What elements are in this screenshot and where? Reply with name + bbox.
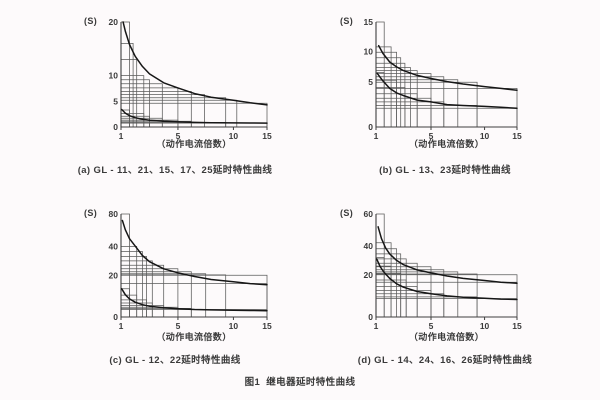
chart-b-step-lines <box>376 21 518 127</box>
figure-caption: 图1 继电器延时特性曲线 <box>244 377 356 388</box>
x-tick-label: 5 <box>176 131 181 141</box>
chart-a-y-unit-label: (S) <box>84 16 98 26</box>
chart-b-x-axis-label: （动作电流倍数） <box>408 139 485 149</box>
chart-d-y-unit-label: (S) <box>340 208 354 218</box>
y-tick-label: 0 <box>368 122 373 132</box>
x-tick-label: 5 <box>429 321 434 331</box>
y-tick-label: 80 <box>109 209 119 219</box>
chart-c-y-unit-label: (S) <box>84 208 98 218</box>
x-tick-label: 1 <box>119 131 124 141</box>
x-tick-label: 10 <box>229 131 239 141</box>
x-tick-label: 5 <box>176 321 181 331</box>
x-tick-label: 15 <box>262 321 272 331</box>
chart-c-lower-limit-curve <box>120 288 268 312</box>
x-tick-label: 15 <box>512 321 522 331</box>
chart-d-x-axis-label: （动作电流倍数） <box>408 332 485 342</box>
chart-a-axes <box>120 22 267 128</box>
chart-c-x-axis-label: （动作电流倍数） <box>156 332 232 342</box>
chart-d-lower-limit-curve <box>375 258 518 301</box>
x-tick-label: 10 <box>480 131 490 141</box>
x-tick-label: 10 <box>480 321 490 331</box>
chart-c-upper-limit-curve <box>121 219 268 286</box>
y-tick-label: 20 <box>109 17 119 27</box>
chart-b-lower-limit-curve <box>376 72 518 109</box>
y-tick-label: 0 <box>113 312 118 322</box>
chart-a-x-axis-label: （动作电流倍数） <box>156 139 232 149</box>
chart-a-upper-limit-curve <box>122 21 268 106</box>
x-tick-label: 10 <box>229 321 239 331</box>
chart-a-step-lines <box>121 21 268 127</box>
chart-b-axes <box>375 22 517 128</box>
y-tick-label: 15 <box>364 17 374 27</box>
y-tick-label: 10 <box>109 71 119 81</box>
y-tick-label: 40 <box>109 241 119 251</box>
x-tick-label: 15 <box>262 131 272 141</box>
x-tick-label: 15 <box>512 131 522 141</box>
y-tick-label: 0 <box>368 312 373 322</box>
x-tick-label: 5 <box>429 131 434 141</box>
y-tick-label: 5 <box>368 77 373 87</box>
y-tick-label: 20 <box>364 270 374 280</box>
y-tick-label: 10 <box>364 47 374 57</box>
chart-d-step-lines <box>376 213 518 317</box>
chart-c-step-lines <box>121 213 268 317</box>
x-tick-label: 1 <box>374 321 379 331</box>
y-tick-label: 20 <box>109 270 119 280</box>
chart-a-lower-limit-curve <box>120 108 268 124</box>
chart-b-caption: (b) GL - 13、23延时特性曲线 <box>379 165 511 176</box>
chart-b-upper-limit-curve <box>377 44 518 91</box>
y-tick-label: 40 <box>364 241 374 251</box>
y-tick-label: 60 <box>364 209 374 219</box>
chart-d-upper-limit-curve <box>377 226 518 284</box>
chart-d-caption: (d) GL - 14、24、16、26延时特性曲线 <box>357 355 533 366</box>
y-tick-label: 5 <box>113 96 118 106</box>
chart-b-y-unit-label: (S) <box>340 16 354 26</box>
x-tick-label: 1 <box>374 131 379 141</box>
y-tick-label: 0 <box>113 122 118 132</box>
chart-a-caption: (a) GL - 11、21、15、17、25延时特性曲线 <box>77 165 273 176</box>
chart-d-axes <box>375 214 517 318</box>
chart-c-caption: (c) GL - 12、22延时特性曲线 <box>109 355 241 366</box>
x-tick-label: 1 <box>119 321 124 331</box>
